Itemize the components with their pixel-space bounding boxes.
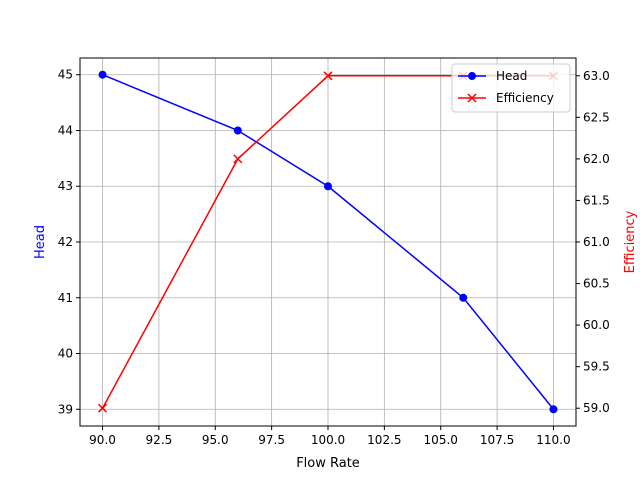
y-tick-label: 39 xyxy=(58,402,73,416)
x-axis-label: Flow Rate xyxy=(296,456,360,471)
x-tick-label: 110.0 xyxy=(536,433,570,447)
x-tick-label: 105.0 xyxy=(424,433,458,447)
y2-tick-label: 59.5 xyxy=(583,360,610,374)
y2-tick-label: 62.0 xyxy=(583,152,610,166)
y-tick-label: 41 xyxy=(58,291,73,305)
legend-label: Efficiency xyxy=(496,91,554,105)
y-tick-label: 42 xyxy=(58,235,73,249)
y-axis-label: Head xyxy=(33,225,48,259)
y2-tick-label: 59.0 xyxy=(583,401,610,415)
legend: Head Efficiency xyxy=(451,63,571,113)
y2-tick-label: 62.5 xyxy=(583,110,610,124)
x-axis-ticks: 90.0 92.5 95.0 97.5 100.0 102.5 105.0 107.5 110.… xyxy=(89,426,571,447)
y-axis-ticks: 39 40 41 42 43 44 45 xyxy=(58,68,80,416)
x-tick-label: 97.5 xyxy=(258,433,285,447)
y-tick-label: 45 xyxy=(58,68,73,82)
y2-tick-label: 63.0 xyxy=(583,69,610,83)
y2-axis-ticks: 59.0 59.5 60.0 60.5 61.0 61.5 62.0 62.5 63.0 xyxy=(576,69,610,415)
y2-tick-label: 60.0 xyxy=(583,318,610,332)
x-tick-label: 92.5 xyxy=(146,433,173,447)
y-tick-label: 44 xyxy=(58,123,73,137)
y2-tick-label: 61.5 xyxy=(583,193,610,207)
x-tick-label: 107.5 xyxy=(480,433,514,447)
y2-tick-label: 60.5 xyxy=(583,277,610,291)
x-tick-label: 95.0 xyxy=(202,433,229,447)
y-tick-label: 40 xyxy=(58,347,73,361)
legend-label: Head xyxy=(496,69,527,83)
x-tick-label: 90.0 xyxy=(89,433,116,447)
x-tick-label: 100.0 xyxy=(311,433,345,447)
x-tick-label: 102.5 xyxy=(367,433,401,447)
y-tick-label: 43 xyxy=(58,179,73,193)
grid-lines xyxy=(80,58,576,426)
y2-axis-label: Efficiency xyxy=(623,210,638,273)
y2-tick-label: 61.0 xyxy=(583,235,610,249)
